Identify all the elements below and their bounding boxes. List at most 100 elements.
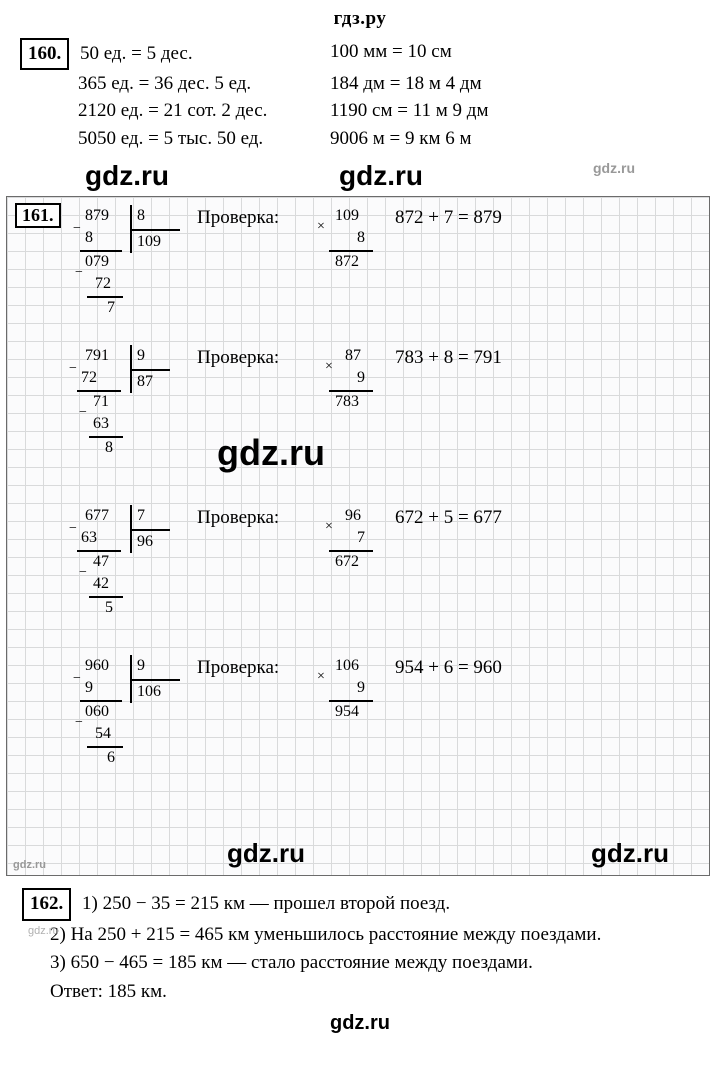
ld3-mby: 7 bbox=[357, 529, 365, 547]
ld4-s3: 6 bbox=[107, 749, 115, 767]
ld1-times: × bbox=[317, 219, 325, 235]
ld4-eq: 954 + 6 = 960 bbox=[395, 657, 502, 679]
grid-wm-center: gdz.ru bbox=[217, 432, 325, 474]
grid-wm-br: gdz.ru bbox=[591, 838, 669, 869]
ld1-hbar bbox=[132, 229, 180, 231]
problem-160: 160. 50 ед. = 5 дес. 100 мм = 10 см 365 … bbox=[20, 38, 700, 152]
ld4-ml bbox=[329, 700, 373, 702]
ld3-s1: 47 bbox=[93, 553, 109, 571]
ld4-mtop: 106 bbox=[335, 657, 359, 675]
ld2-mres: 783 bbox=[335, 393, 359, 411]
p160-r0-c1: 50 ед. = 5 дес. bbox=[80, 43, 193, 64]
ld2-l2 bbox=[89, 436, 123, 438]
ld4-check-label: Проверка: bbox=[197, 657, 279, 679]
wm-1b: gdz.ru bbox=[339, 160, 423, 192]
p160-r3-c2: 9006 м = 9 км 6 м bbox=[330, 125, 700, 153]
ld2-s3: 8 bbox=[105, 439, 113, 457]
ld4-mres: 954 bbox=[335, 703, 359, 721]
ld2-l1 bbox=[77, 390, 121, 392]
p160-r3-c1: 5050 ед. = 5 тыс. 50 ед. bbox=[20, 125, 330, 153]
footer-watermark: gdz.ru bbox=[0, 1012, 720, 1035]
ld4-s0: 9 bbox=[85, 679, 93, 697]
ld2-eq: 783 + 8 = 791 bbox=[395, 347, 502, 369]
ld2-minus2: − bbox=[79, 405, 87, 421]
ld2-quot: 87 bbox=[137, 373, 153, 391]
wm-1c: gdz.ru bbox=[593, 160, 635, 192]
ld4-dividend: 960 bbox=[85, 657, 109, 675]
ld4-l1 bbox=[80, 700, 122, 702]
ld1-quot: 109 bbox=[137, 233, 161, 251]
ld3-eq: 672 + 5 = 677 bbox=[395, 507, 502, 529]
p160-r1-c2: 184 дм = 18 м 4 дм bbox=[330, 70, 700, 98]
ld4-minus1: − bbox=[73, 671, 81, 687]
ld3-times: × bbox=[325, 519, 333, 535]
ld2-check-label: Проверка: bbox=[197, 347, 279, 369]
ld1-s0: 8 bbox=[85, 229, 93, 247]
p160-r0-c2: 100 мм = 10 см bbox=[330, 38, 700, 70]
ld1-ml bbox=[329, 250, 373, 252]
ld3-minus2: − bbox=[79, 565, 87, 581]
page-header: гдз.ру bbox=[0, 0, 720, 38]
problem-161-grid: 161. 879 8 109 − 8 079 − 72 7 Проверка: … bbox=[6, 196, 710, 876]
ld4-l2 bbox=[87, 746, 123, 748]
ld3-minus1: − bbox=[69, 521, 77, 537]
ld3-mtop: 96 bbox=[345, 507, 361, 525]
ld4-mby: 9 bbox=[357, 679, 365, 697]
ld2-mby: 9 bbox=[357, 369, 365, 387]
problem-160-number: 160. bbox=[20, 38, 69, 70]
ld2-s0: 72 bbox=[81, 369, 97, 387]
wm-tiny-162: gdz.ru bbox=[28, 923, 59, 940]
content-area: 160. 50 ед. = 5 дес. 100 мм = 10 см 365 … bbox=[0, 38, 720, 152]
p162-l0: 1) 250 − 35 = 215 км — прошел второй пое… bbox=[82, 893, 450, 914]
ld3-quot: 96 bbox=[137, 533, 153, 551]
ld4-minus2: − bbox=[75, 715, 83, 731]
ld3-check-label: Проверка: bbox=[197, 507, 279, 529]
problem-161-number: 161. bbox=[15, 203, 61, 228]
p160-r1-c1: 365 ед. = 36 дес. 5 ед. bbox=[20, 70, 330, 98]
ld2-hbar bbox=[132, 369, 170, 371]
ld1-eq: 872 + 7 = 879 bbox=[395, 207, 502, 229]
ld3-dividend: 677 bbox=[85, 507, 109, 525]
ld1-divisor: 8 bbox=[137, 207, 145, 225]
ld1-mby: 8 bbox=[357, 229, 365, 247]
ld3-s2: 42 bbox=[93, 575, 109, 593]
ld1-l2 bbox=[87, 296, 123, 298]
ld4-quot: 106 bbox=[137, 683, 161, 701]
p160-r2-c2: 1190 см = 11 м 9 дм bbox=[330, 97, 700, 125]
ld1-dividend: 879 bbox=[85, 207, 109, 225]
ld2-s2: 63 bbox=[93, 415, 109, 433]
watermark-row-1: gdz.ru gdz.ru gdz.ru bbox=[0, 160, 720, 192]
p162-l3: Ответ: 185 км. bbox=[22, 978, 690, 1007]
ld3-ml bbox=[329, 550, 373, 552]
ld4-divisor: 9 bbox=[137, 657, 145, 675]
ld2-divisor: 9 bbox=[137, 347, 145, 365]
ld4-s2: 54 bbox=[95, 725, 111, 743]
ld4-s1: 060 bbox=[85, 703, 109, 721]
ld1-mres: 872 bbox=[335, 253, 359, 271]
p160-r2-c1: 2120 ед. = 21 сот. 2 дес. bbox=[20, 97, 330, 125]
ld3-mres: 672 bbox=[335, 553, 359, 571]
ld1-minus1: − bbox=[73, 221, 81, 237]
ld3-s0: 63 bbox=[81, 529, 97, 547]
ld4-hbar bbox=[132, 679, 180, 681]
ld1-minus2: − bbox=[75, 265, 83, 281]
grid-wm-bl: gdz.ru bbox=[13, 859, 46, 871]
grid-wm-bc: gdz.ru bbox=[227, 838, 305, 869]
problem-162: 162. 1) 250 − 35 = 215 км — прошел второ… bbox=[0, 884, 720, 1006]
ld3-l1 bbox=[77, 550, 121, 552]
ld2-ml bbox=[329, 390, 373, 392]
ld1-s3: 7 bbox=[107, 299, 115, 317]
ld1-s1: 079 bbox=[85, 253, 109, 271]
ld3-divisor: 7 bbox=[137, 507, 145, 525]
ld1-check-label: Проверка: bbox=[197, 207, 279, 229]
ld3-s3: 5 bbox=[105, 599, 113, 617]
ld2-times: × bbox=[325, 359, 333, 375]
ld1-s2: 72 bbox=[95, 275, 111, 293]
ld3-l2 bbox=[89, 596, 123, 598]
p162-l2: 3) 650 − 465 = 185 км — стало расстояние… bbox=[22, 949, 690, 978]
ld1-mtop: 109 bbox=[335, 207, 359, 225]
ld4-times: × bbox=[317, 669, 325, 685]
ld2-minus1: − bbox=[69, 361, 77, 377]
p162-l1: 2) На 250 + 215 = 465 км уменьшилось рас… bbox=[22, 921, 690, 950]
ld1-l1 bbox=[80, 250, 122, 252]
